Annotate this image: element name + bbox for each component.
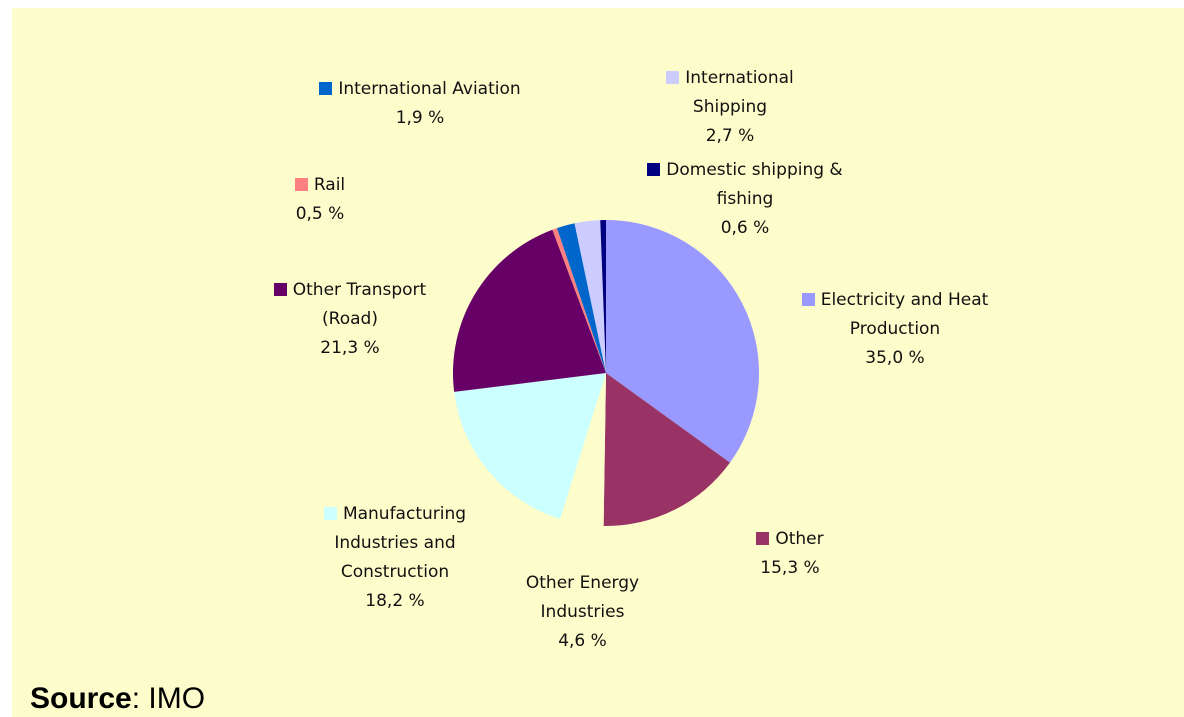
source: Source: IMO [30, 682, 205, 716]
legend-swatch [756, 532, 770, 545]
slice-label: Other Energy Industries 4,6 % [495, 569, 670, 656]
pie-slice [574, 220, 606, 373]
legend-swatch [273, 283, 287, 296]
value-label: 21,3 % [320, 338, 380, 358]
category-label: Other Transport (Road) [292, 280, 427, 329]
legend-swatch [319, 82, 333, 95]
category-label: Manufacturing Industries and Constructio… [334, 504, 467, 582]
slice-label: Other Transport (Road) 21,3 % [250, 276, 450, 363]
source-label: Source [30, 682, 132, 715]
pie-slice [600, 220, 606, 373]
slice-label: International Shipping 2,7 % [640, 64, 820, 151]
slice-label: Other 15,3 % [730, 525, 850, 583]
pie-slice [552, 228, 606, 373]
pie-slice [603, 373, 730, 526]
slice-label: Rail 0,5 % [265, 171, 375, 229]
value-label: 35,0 % [865, 348, 925, 368]
slice-label: Domestic shipping & fishing 0,6 % [620, 156, 870, 243]
slice-label: Manufacturing Industries and Constructio… [300, 500, 490, 616]
pie-slice [556, 223, 606, 373]
category-label: Domestic shipping & fishing [666, 160, 843, 209]
legend-swatch [647, 163, 661, 176]
legend-swatch [801, 293, 815, 306]
value-label: 0,6 % [720, 218, 770, 238]
pie-slice [606, 220, 759, 463]
legend-swatch [323, 507, 337, 520]
value-label: 0,5 % [295, 204, 345, 224]
value-label: 15,3 % [760, 558, 820, 578]
pie-slice [453, 229, 606, 392]
category-label: Other [775, 529, 824, 549]
legend-swatch [666, 71, 680, 84]
category-label: Electricity and Heat Production [820, 290, 989, 339]
source-text: : IMO [131, 682, 206, 715]
value-label: 18,2 % [365, 591, 425, 611]
value-label: 1,9 % [395, 108, 445, 128]
slice-label: Electricity and Heat Production 35,0 % [790, 286, 1000, 373]
value-label: 4,6 % [558, 631, 607, 651]
pie-slice [560, 373, 606, 526]
category-label: International Aviation [338, 79, 521, 99]
slice-label: International Aviation 1,9 % [300, 75, 540, 133]
category-label: Other Energy Industries [525, 573, 640, 622]
legend-swatch [294, 178, 308, 191]
pie-slice [454, 373, 606, 519]
value-label: 2,7 % [705, 126, 755, 146]
category-label: Rail [313, 175, 346, 195]
category-label: International Shipping [685, 68, 794, 117]
